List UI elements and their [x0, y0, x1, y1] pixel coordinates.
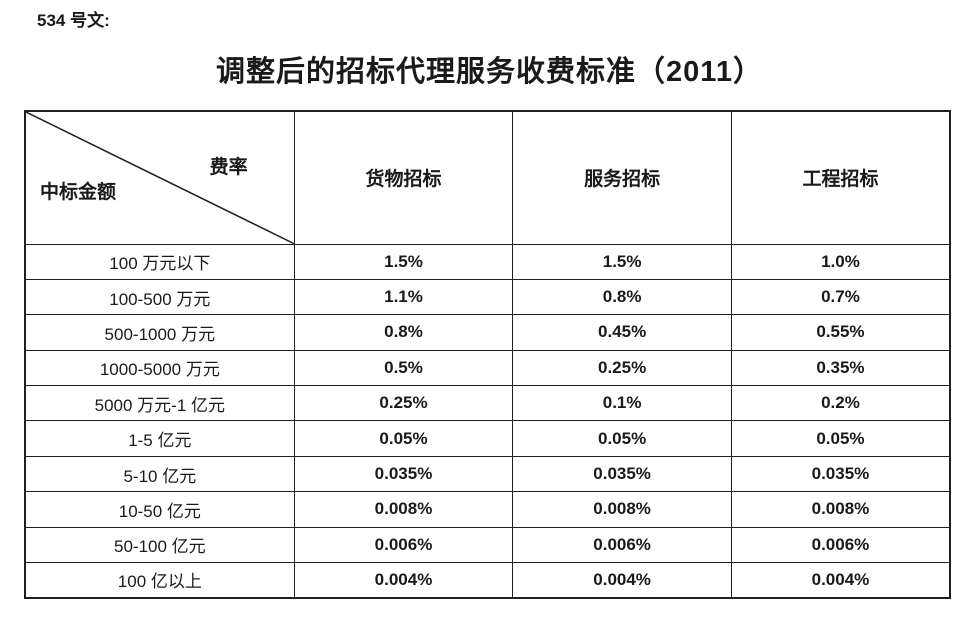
- column-header-service-bidding: 服务招标: [512, 110, 732, 245]
- table-row: 5-10 亿元 0.035% 0.035% 0.035%: [24, 455, 951, 493]
- service-rate-cell: 0.45%: [512, 314, 732, 351]
- goods-rate-cell: 0.8%: [293, 314, 514, 351]
- corner-label-fee-rate: 费率: [209, 157, 248, 178]
- table-body: 100 万元以下 1.5% 1.5% 1.0% 100-500 万元 1.1% …: [24, 243, 951, 599]
- doc-number-label: 534 号文:: [37, 11, 110, 30]
- table-row: 100 亿以上 0.004% 0.004% 0.004%: [24, 562, 951, 599]
- engineering-rate-cell: 0.035%: [730, 455, 951, 493]
- amount-range-cell: 50-100 亿元: [24, 526, 295, 564]
- column-header-goods-bidding: 货物招标: [293, 110, 514, 245]
- service-rate-cell: 0.008%: [512, 491, 732, 528]
- service-rate-cell: 0.004%: [512, 562, 732, 599]
- engineering-rate-cell: 0.006%: [730, 526, 951, 564]
- goods-rate-cell: 0.035%: [293, 455, 514, 493]
- table-header-row: 费率 中标金额 货物招标 服务招标 工程招标: [24, 110, 951, 245]
- amount-range-cell: 100 亿以上: [24, 562, 295, 599]
- amount-range-cell: 5-10 亿元: [24, 455, 295, 493]
- corner-header-cell: 费率 中标金额: [24, 110, 295, 245]
- diagonal-divider-line: [26, 112, 294, 244]
- engineering-rate-cell: 0.008%: [730, 491, 951, 528]
- table-row: 100 万元以下 1.5% 1.5% 1.0%: [24, 243, 951, 280]
- engineering-rate-cell: 0.004%: [730, 562, 951, 599]
- goods-rate-cell: 0.006%: [293, 526, 514, 564]
- table-row: 5000 万元-1 亿元 0.25% 0.1% 0.2%: [24, 385, 951, 422]
- table-row: 500-1000 万元 0.8% 0.45% 0.55%: [24, 314, 951, 351]
- service-rate-cell: 1.5%: [512, 243, 732, 280]
- amount-range-cell: 500-1000 万元: [24, 314, 295, 351]
- amount-range-cell: 100 万元以下: [24, 243, 295, 280]
- goods-rate-cell: 0.004%: [293, 562, 514, 599]
- amount-range-cell: 1000-5000 万元: [24, 349, 295, 387]
- amount-range-cell: 5000 万元-1 亿元: [24, 385, 295, 422]
- engineering-rate-cell: 1.0%: [730, 243, 951, 280]
- table-row: 50-100 亿元 0.006% 0.006% 0.006%: [24, 526, 951, 564]
- fee-rate-table: 费率 中标金额 货物招标 服务招标 工程招标 100 万元以下 1.5% 1.5…: [24, 110, 951, 599]
- goods-rate-cell: 0.05%: [293, 420, 514, 457]
- goods-rate-cell: 0.008%: [293, 491, 514, 528]
- goods-rate-cell: 1.1%: [293, 278, 514, 316]
- service-rate-cell: 0.25%: [512, 349, 732, 387]
- table-row: 10-50 亿元 0.008% 0.008% 0.008%: [24, 491, 951, 528]
- table-row: 1000-5000 万元 0.5% 0.25% 0.35%: [24, 349, 951, 387]
- engineering-rate-cell: 0.05%: [730, 420, 951, 457]
- column-header-engineering-bidding: 工程招标: [730, 110, 951, 245]
- amount-range-cell: 1-5 亿元: [24, 420, 295, 457]
- engineering-rate-cell: 0.2%: [730, 385, 951, 422]
- service-rate-cell: 0.006%: [512, 526, 732, 564]
- engineering-rate-cell: 0.7%: [730, 278, 951, 316]
- service-rate-cell: 0.1%: [512, 385, 732, 422]
- amount-range-cell: 10-50 亿元: [24, 491, 295, 528]
- goods-rate-cell: 0.25%: [293, 385, 514, 422]
- corner-label-bid-amount: 中标金额: [40, 181, 117, 203]
- table-row: 1-5 亿元 0.05% 0.05% 0.05%: [24, 420, 951, 457]
- service-rate-cell: 0.05%: [512, 420, 732, 457]
- engineering-rate-cell: 0.55%: [730, 314, 951, 351]
- engineering-rate-cell: 0.35%: [730, 349, 951, 387]
- service-rate-cell: 0.8%: [512, 278, 732, 316]
- service-rate-cell: 0.035%: [512, 455, 732, 493]
- goods-rate-cell: 0.5%: [293, 349, 514, 387]
- amount-range-cell: 100-500 万元: [24, 278, 295, 316]
- goods-rate-cell: 1.5%: [293, 243, 514, 280]
- table-row: 100-500 万元 1.1% 0.8% 0.7%: [24, 278, 951, 316]
- page-title: 调整后的招标代理服务收费标准（2011）: [216, 56, 763, 88]
